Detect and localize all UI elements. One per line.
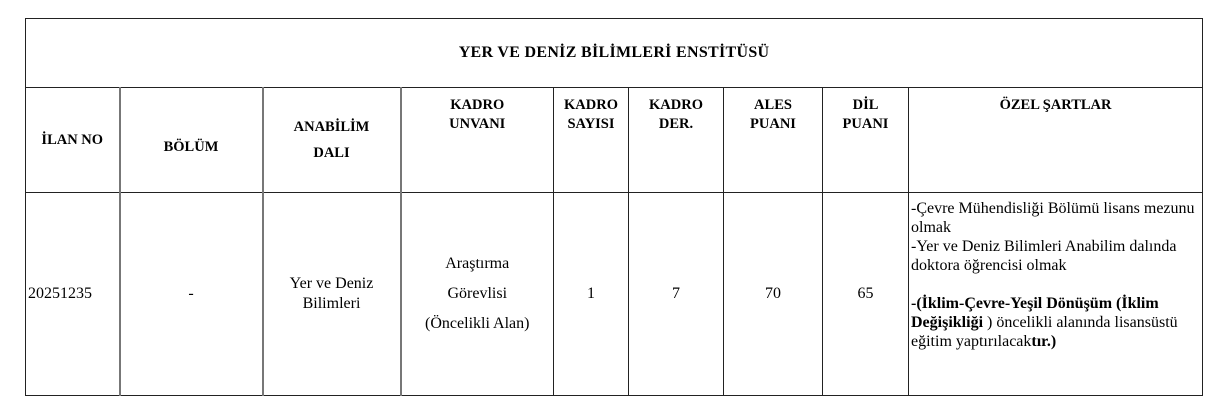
header-kadro-unvani: KADRO UNVANI bbox=[399, 87, 554, 193]
dil-puani: 65 bbox=[822, 192, 909, 396]
header-bolum: BÖLÜM bbox=[118, 87, 263, 193]
header-dil: DİL PUANI bbox=[822, 87, 909, 193]
requirement-3: -(İklim-Çevre-Yeşil Dönüşüm (İklim Değiş… bbox=[911, 295, 1178, 350]
header-ozel-sartlar: ÖZEL ŞARTLAR bbox=[907, 87, 1204, 193]
kadro-der: 7 bbox=[628, 192, 724, 396]
header-row: İLAN NO BÖLÜM ANABİLİM DALI KADRO UNVANI K… bbox=[25, 87, 1204, 193]
kadro-sayisi: 1 bbox=[553, 192, 629, 396]
ilan-no: 20251235 bbox=[25, 192, 120, 396]
requirement-2: -Yer ve Deniz Bilimleri Anabilim dalında… bbox=[911, 238, 1177, 274]
ales-puani: 70 bbox=[723, 192, 823, 396]
header-kadro-sayisi: KADRO SAYISI bbox=[553, 87, 629, 193]
table-row: 20251235 - Yer ve Deniz Bilimleri Araştır… bbox=[25, 192, 1204, 396]
institute-title: YER VE DENİZ BİLİMLERİ ENSTİTÜSÜ bbox=[24, 18, 1204, 88]
bolum: - bbox=[118, 192, 263, 396]
ozel-sartlar: -Çevre Mühendisliği Bölümü lisans mezunu… bbox=[907, 192, 1204, 396]
header-ilan-no: İLAN NO bbox=[25, 87, 120, 193]
requirement-1: -Çevre Mühendisliği Bölümü lisans mezunu… bbox=[911, 200, 1195, 236]
header-kadro-der: KADRO DER. bbox=[628, 87, 724, 193]
kadro-unvani: Araştırma Görevlisi (Öncelikli Alan) bbox=[399, 192, 554, 396]
header-anabilim: ANABİLİM DALI bbox=[261, 87, 401, 193]
anabilim-dali: Yer ve Deniz Bilimleri bbox=[261, 192, 401, 396]
position-table: YER VE DENİZ BİLİMLERİ ENSTİTÜSÜ İLAN NO… bbox=[24, 18, 1204, 396]
header-ales: ALES PUANI bbox=[723, 87, 823, 193]
